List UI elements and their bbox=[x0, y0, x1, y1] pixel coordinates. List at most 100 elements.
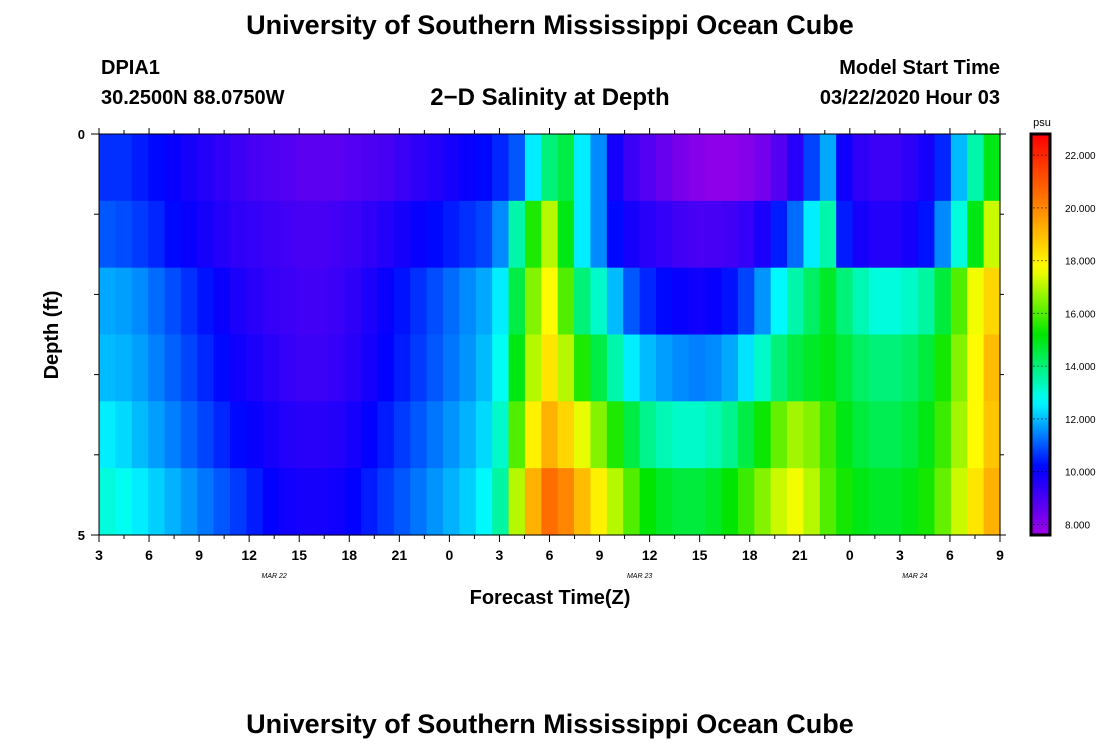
heatmap-cell bbox=[983, 267, 1001, 336]
heatmap-cell bbox=[901, 267, 919, 336]
x-tick-label: 18 bbox=[341, 547, 357, 563]
heatmap-cell bbox=[819, 134, 837, 202]
heatmap-cell bbox=[590, 200, 608, 269]
heatmap-cell bbox=[197, 200, 215, 269]
heatmap-cell bbox=[213, 134, 231, 202]
heatmap-cell bbox=[803, 200, 821, 269]
heatmap-cell bbox=[328, 468, 346, 536]
heatmap-cell bbox=[443, 200, 460, 269]
heatmap-cell bbox=[557, 401, 575, 469]
heatmap-cell bbox=[754, 200, 772, 269]
heatmap-cell bbox=[639, 468, 657, 536]
heatmap-cell bbox=[901, 468, 919, 536]
colorbar-tick-label: 12.000 bbox=[1065, 415, 1096, 426]
heatmap-cell bbox=[295, 401, 313, 469]
heatmap-cell bbox=[672, 267, 690, 336]
heatmap-cell bbox=[868, 200, 886, 269]
chart-subtitle: 2−D Salinity at Depth bbox=[430, 84, 670, 111]
heatmap-cell bbox=[770, 134, 788, 202]
heatmap-cell bbox=[524, 134, 542, 202]
heatmap-cell bbox=[705, 334, 723, 402]
heatmap-cell bbox=[950, 267, 968, 336]
heatmap-cell bbox=[934, 134, 952, 202]
heatmap-cell bbox=[295, 200, 313, 269]
colorbar-tick-label: 18.000 bbox=[1065, 257, 1096, 268]
heatmap-cell bbox=[721, 401, 739, 469]
heatmap-cell bbox=[541, 468, 559, 536]
heatmap-cell bbox=[230, 134, 248, 202]
heatmap-cell bbox=[983, 468, 1001, 536]
heatmap-cell bbox=[721, 134, 739, 202]
heatmap-cell bbox=[655, 334, 673, 402]
heatmap-cell bbox=[426, 401, 444, 469]
heatmap-cell bbox=[541, 134, 559, 202]
heatmap-cell bbox=[721, 200, 739, 269]
heatmap-cell bbox=[557, 134, 575, 202]
heatmap-cell bbox=[508, 468, 526, 536]
x-tick-label: 3 bbox=[95, 547, 103, 563]
heatmap-cell bbox=[99, 134, 116, 202]
heatmap-cell bbox=[393, 334, 411, 402]
heatmap-cell bbox=[361, 468, 379, 536]
heatmap-cell bbox=[311, 134, 329, 202]
heatmap-cell bbox=[623, 401, 641, 469]
heatmap-cell bbox=[164, 468, 182, 536]
heatmap-cell bbox=[180, 401, 198, 469]
x-tick-label: 15 bbox=[692, 547, 708, 563]
heatmap-cell bbox=[524, 267, 542, 336]
y-tick-label: 5 bbox=[78, 528, 85, 543]
heatmap-cell bbox=[574, 334, 592, 402]
heatmap-cell bbox=[541, 401, 559, 469]
heatmap-cell bbox=[688, 334, 706, 402]
heatmap-cell bbox=[164, 334, 182, 402]
heatmap-cell bbox=[787, 468, 805, 536]
heatmap-cell bbox=[459, 334, 477, 402]
heatmap-cell bbox=[623, 334, 641, 402]
heatmap-cell bbox=[868, 468, 886, 536]
heatmap-cell bbox=[983, 134, 1001, 202]
heatmap-cell bbox=[426, 134, 444, 202]
heatmap-cell bbox=[885, 468, 903, 536]
heatmap-cell bbox=[311, 200, 329, 269]
heatmap-cell bbox=[918, 401, 936, 469]
heatmap-cell bbox=[377, 200, 395, 269]
heatmap-cell bbox=[361, 334, 379, 402]
heatmap-cell bbox=[377, 134, 395, 202]
station-id: DPIA1 bbox=[101, 57, 160, 79]
heatmap-cell bbox=[606, 401, 624, 469]
x-axis-label: Forecast Time(Z) bbox=[470, 587, 631, 609]
heatmap-cell bbox=[459, 134, 477, 202]
heatmap-cell bbox=[328, 134, 346, 202]
heatmap-cell bbox=[377, 267, 395, 336]
heatmap-cell bbox=[197, 401, 215, 469]
heatmap-cell bbox=[246, 134, 264, 202]
heatmap-cell bbox=[836, 134, 854, 202]
heatmap-cell bbox=[623, 267, 641, 336]
heatmap-cell bbox=[344, 468, 362, 536]
heatmap-cell bbox=[918, 267, 936, 336]
heatmap-cell bbox=[508, 134, 526, 202]
heatmap-cell bbox=[819, 267, 837, 336]
colorbar-tick-label: 10.000 bbox=[1065, 468, 1096, 479]
heatmap-cell bbox=[950, 401, 968, 469]
heatmap-cell bbox=[770, 468, 788, 536]
heatmap-cell bbox=[279, 134, 297, 202]
heatmap-cell bbox=[557, 468, 575, 536]
heatmap-cell bbox=[524, 401, 542, 469]
heatmap-cell bbox=[311, 401, 329, 469]
model-start-label: Model Start Time bbox=[839, 57, 1000, 79]
heatmap-cell bbox=[574, 200, 592, 269]
x-tick-label: 6 bbox=[546, 547, 554, 563]
heatmap-cell bbox=[590, 468, 608, 536]
heatmap-cell bbox=[99, 267, 116, 336]
heatmap-cell bbox=[492, 200, 510, 269]
model-start-time: 03/22/2020 Hour 03 bbox=[819, 87, 1000, 109]
heatmap-cell bbox=[148, 468, 166, 536]
heatmap-cell bbox=[950, 468, 968, 536]
heatmap-cell bbox=[639, 267, 657, 336]
heatmap-cell bbox=[836, 468, 854, 536]
heatmap-cell bbox=[688, 468, 706, 536]
heatmap-cell bbox=[819, 334, 837, 402]
x-tick-label: 9 bbox=[996, 547, 1004, 563]
heatmap-cell bbox=[115, 267, 133, 336]
